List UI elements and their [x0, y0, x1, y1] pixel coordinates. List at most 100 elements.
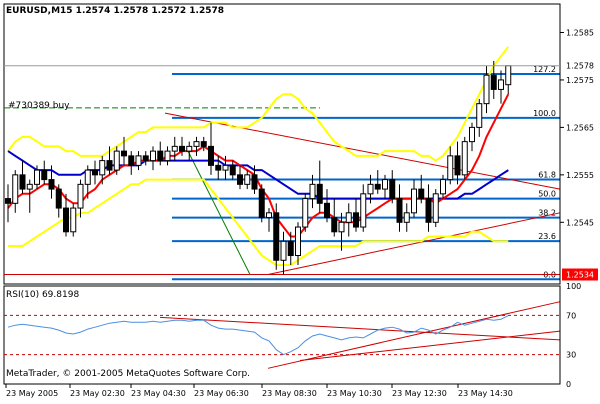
price-tick-label: 1.2555 — [566, 171, 594, 180]
chart-header: EURUSD,M15 1.2574 1.2578 1.2572 1.2578 — [6, 6, 224, 16]
rsi-trendline-lower — [267, 301, 561, 369]
rsi-pane[interactable] — [3, 285, 561, 385]
price-axis: 1.2585 1.2575 1.2565 1.2555 1.2545 1.2578 1.25… — [4, 4, 598, 284]
candle-body — [63, 207, 69, 233]
bollinger-bands — [7, 46, 510, 266]
candle-body — [396, 198, 403, 223]
candle-body — [26, 183, 33, 190]
candle-body — [113, 150, 120, 171]
moving-averages — [7, 93, 510, 238]
candle-body — [302, 198, 309, 228]
rsi-axis-label: 30 — [566, 351, 576, 360]
candle-body — [208, 145, 214, 166]
candle-body — [338, 221, 345, 233]
rsi-axis-label: 100 — [566, 282, 581, 291]
candle-body — [34, 169, 40, 185]
candles — [5, 60, 512, 275]
candle-body — [157, 150, 164, 162]
candle-body — [244, 174, 251, 185]
fibo-level-label: 50.0 — [538, 190, 556, 199]
candle-body — [128, 155, 135, 166]
candle-body — [476, 103, 483, 128]
fibo-level-label: 100.0 — [533, 109, 556, 118]
ma-fast — [7, 93, 510, 238]
candle-body — [77, 183, 84, 209]
candle-body — [367, 183, 374, 195]
candle-body — [316, 183, 323, 204]
candle-body — [200, 141, 207, 147]
candle-body — [171, 145, 178, 152]
candle-body — [237, 174, 243, 185]
candle-body — [229, 164, 236, 176]
time-tick-label: 23 May 02:30 — [70, 389, 125, 398]
candle-body — [99, 160, 106, 176]
candle-body — [374, 183, 381, 190]
time-tick-label: 23 May 12:30 — [392, 389, 447, 398]
candle-body — [84, 169, 91, 185]
time-tick-label: 23 May 06:30 — [194, 389, 249, 398]
candle-body — [287, 240, 294, 257]
candle-body — [70, 207, 77, 233]
rsi-label: RSI(10) 69.8198 — [6, 290, 80, 300]
candle-body — [505, 65, 512, 86]
fibo-level-label: 61.8 — [538, 171, 556, 180]
trendline-lower — [267, 212, 561, 275]
candle-body — [280, 240, 287, 261]
time-tick-label: 23 May 2005 — [6, 389, 58, 398]
candle-body — [135, 155, 142, 166]
candle-body — [498, 79, 504, 90]
candle-body — [222, 164, 229, 171]
candle-body — [5, 198, 11, 204]
candle-body — [324, 202, 330, 219]
candle-body — [193, 141, 200, 147]
time-tick-label: 23 May 04:30 — [131, 389, 186, 398]
candle-body — [469, 126, 475, 143]
rsi-line — [7, 315, 509, 356]
fibo-level-label: 38.2 — [538, 209, 556, 218]
candle-body — [41, 169, 48, 181]
candle-body — [106, 160, 113, 171]
candle-body — [92, 169, 98, 176]
candle-body — [309, 183, 316, 200]
candle-body — [389, 179, 396, 200]
fibo-level-label: 127.2 — [533, 65, 556, 74]
price-tick-label: 1.2565 — [566, 123, 594, 132]
rsi-axis: 100 70 30 0 — [559, 282, 581, 389]
fibo-diagonal — [187, 150, 251, 275]
candle-body — [121, 150, 127, 157]
candle-body — [258, 188, 265, 219]
rsi-trendline-mid — [299, 330, 561, 361]
candle-body — [19, 174, 26, 190]
candle-body — [331, 217, 338, 233]
time-tick-label: 23 May 08:30 — [262, 389, 317, 398]
order-price-label: 1.2534 — [566, 271, 594, 280]
price-tick-label: 1.2545 — [566, 218, 594, 227]
order-label[interactable]: #730389 buy — [8, 101, 70, 111]
candle-body — [418, 188, 425, 200]
candle-body — [447, 155, 454, 181]
candle-body — [411, 188, 417, 214]
candle-body — [403, 212, 410, 223]
candle-body — [353, 212, 359, 228]
candle-body — [461, 141, 468, 176]
time-tick-label: 23 May 14:30 — [458, 389, 513, 398]
price-tick-label: 1.2575 — [566, 76, 594, 85]
candle-body — [345, 212, 352, 223]
candle-body — [150, 150, 156, 162]
rsi-trendline-upper — [159, 316, 561, 341]
candle-body — [382, 179, 388, 190]
fibo-level-label: 23.6 — [538, 232, 556, 241]
candle-body — [164, 150, 171, 162]
time-axis: 23 May 2005 23 May 02:30 23 May 04:30 23 Ma… — [5, 384, 513, 398]
candle-body — [360, 193, 367, 228]
price-tick-label: 1.2585 — [566, 28, 594, 37]
candle-body — [179, 145, 185, 152]
candle-body — [55, 188, 62, 209]
candle-body — [432, 193, 439, 223]
rsi-axis-label: 0 — [566, 380, 571, 389]
candle-body — [48, 179, 55, 190]
candle-body — [273, 212, 280, 261]
candle-body — [215, 164, 222, 171]
